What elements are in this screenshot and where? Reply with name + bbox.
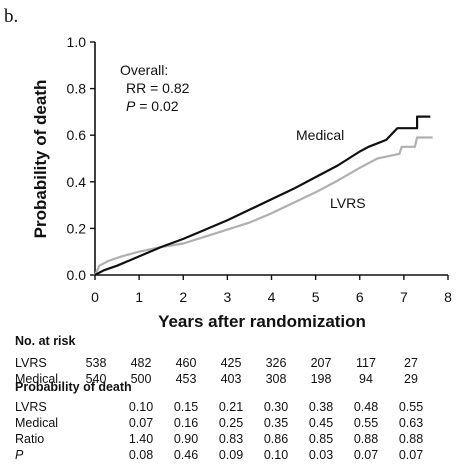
x-tick-label: 4 xyxy=(268,289,276,305)
probability-cell: 0.07 xyxy=(399,448,423,462)
probability-table: Probability of death LVRS 0.10 0.15 0.21 0.3… xyxy=(15,380,423,462)
risk-cell: 482 xyxy=(131,356,152,370)
x-tick-label: 6 xyxy=(356,289,364,305)
risk-cell: 27 xyxy=(404,356,418,370)
risk-cell: 425 xyxy=(221,356,242,370)
y-tick-label: 0.0 xyxy=(67,267,87,283)
x-tick-label: 3 xyxy=(223,289,231,305)
x-tick-label: 7 xyxy=(400,289,408,305)
probability-cell: 0.90 xyxy=(174,432,198,446)
probability-cell: 0.30 xyxy=(264,400,288,414)
probability-cell: 0.55 xyxy=(354,416,378,430)
probability-cell: 0.07 xyxy=(354,448,378,462)
risk-cell: 460 xyxy=(176,356,197,370)
probability-row-label: Ratio xyxy=(15,432,44,446)
probability-cell: 0.38 xyxy=(309,400,333,414)
x-tick-label: 1 xyxy=(135,289,143,305)
probability-cell: 0.88 xyxy=(399,432,423,446)
risk-table-header: No. at risk xyxy=(15,334,75,348)
series-line-medical xyxy=(94,115,431,276)
probability-cell: 0.48 xyxy=(354,400,378,414)
series-label-medical: Medical xyxy=(296,127,344,143)
risk-cell: 538 xyxy=(86,356,107,370)
x-axis-label: Years after randomization xyxy=(158,312,366,331)
probability-cell: 0.03 xyxy=(309,448,333,462)
probability-cell: 0.63 xyxy=(399,416,423,430)
risk-cell: 403 xyxy=(221,372,242,386)
risk-cell: 308 xyxy=(266,372,287,386)
risk-cell: 500 xyxy=(131,372,152,386)
probability-cell: 0.45 xyxy=(309,416,333,430)
probability-cell: 0.16 xyxy=(174,416,198,430)
x-axis: 0 1 2 3 4 5 6 7 8 xyxy=(91,274,452,305)
risk-cell: 453 xyxy=(176,372,197,386)
risk-cell: 207 xyxy=(311,356,332,370)
probability-cell: 0.88 xyxy=(354,432,378,446)
probability-cell: 0.25 xyxy=(219,416,243,430)
y-tick-label: 0.2 xyxy=(67,220,87,236)
risk-cell: 326 xyxy=(266,356,287,370)
probability-cell: 0.35 xyxy=(264,416,288,430)
x-tick-label: 2 xyxy=(179,289,187,305)
y-tick-label: 0.8 xyxy=(67,81,87,97)
plot-area: 0.0 0.2 0.4 0.6 0.8 1.0 0 1 2 3 4 5 6 7 8 Overall: RR… xyxy=(31,34,452,331)
probability-cell: 0.86 xyxy=(264,432,288,446)
probability-cell: 0.85 xyxy=(309,432,333,446)
probability-cell: 0.83 xyxy=(219,432,243,446)
risk-cell: 29 xyxy=(404,372,418,386)
annotation-overall: Overall: xyxy=(120,62,168,78)
risk-cell: 198 xyxy=(311,372,332,386)
probability-cell: 0.21 xyxy=(219,400,243,414)
y-axis-label: Probability of death xyxy=(31,80,50,239)
annotation-p: P = 0.02 xyxy=(126,98,179,114)
probability-cell: 0.07 xyxy=(129,416,153,430)
annotation-p-symbol: P xyxy=(126,98,136,114)
probability-cell: 1.40 xyxy=(129,432,153,446)
risk-table: No. at risk LVRS 538 482 460 425 326 207 117 27 M… xyxy=(15,334,418,386)
annotation-p-value: = 0.02 xyxy=(135,98,178,114)
probability-row-label: LVRS xyxy=(15,400,47,414)
risk-row-label: LVRS xyxy=(15,356,47,370)
probability-cell: 0.09 xyxy=(219,448,243,462)
series-line-lvrs xyxy=(94,136,433,276)
y-axis: 0.0 0.2 0.4 0.6 0.8 1.0 xyxy=(67,34,96,283)
y-tick-label: 0.4 xyxy=(67,174,87,190)
probability-cell: 0.55 xyxy=(399,400,423,414)
series-layer xyxy=(94,115,433,276)
risk-cell: 94 xyxy=(359,372,373,386)
risk-cell: 117 xyxy=(356,356,376,370)
probability-cell: 0.10 xyxy=(264,448,288,462)
x-tick-label: 5 xyxy=(312,289,320,305)
risk-cell: 540 xyxy=(86,372,107,386)
y-tick-label: 1.0 xyxy=(67,34,87,50)
probability-row-label: Medical xyxy=(15,416,58,430)
probability-cell: 0.46 xyxy=(174,448,198,462)
x-tick-label: 8 xyxy=(444,289,452,305)
probability-table-header: Probability of death xyxy=(15,380,132,394)
x-tick-label: 0 xyxy=(91,289,99,305)
annotation-rr: RR = 0.82 xyxy=(126,80,190,96)
panel-label: b. xyxy=(4,6,18,27)
probability-row-label: P xyxy=(15,448,24,462)
risk-row-label: Medical xyxy=(15,372,58,386)
probability-cell: 0.08 xyxy=(129,448,153,462)
probability-cell: 0.10 xyxy=(129,400,153,414)
y-tick-label: 0.6 xyxy=(67,127,87,143)
series-label-lvrs: LVRS xyxy=(330,195,366,211)
probability-cell: 0.15 xyxy=(174,400,198,414)
